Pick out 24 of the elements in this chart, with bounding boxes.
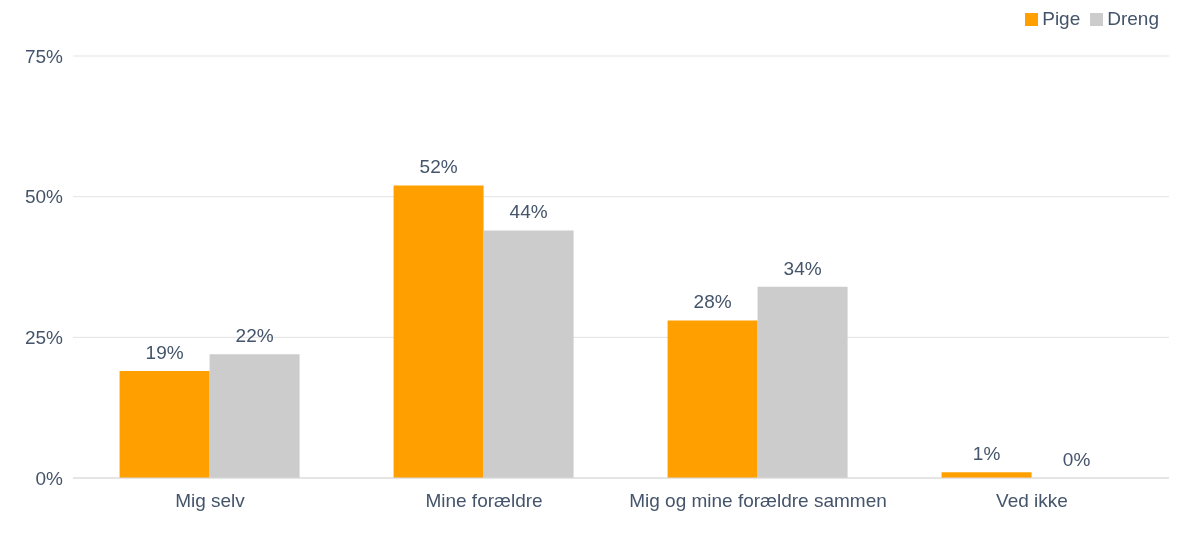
bar bbox=[209, 354, 300, 478]
data-label: 44% bbox=[509, 201, 548, 223]
x-tick-label: Mig selv bbox=[175, 490, 246, 512]
y-tick-label: 25% bbox=[24, 327, 64, 349]
data-label: 0% bbox=[1062, 448, 1091, 470]
y-tick-label: 75% bbox=[24, 45, 64, 67]
data-label: 34% bbox=[783, 257, 822, 279]
data-label: 19% bbox=[145, 342, 184, 364]
bar bbox=[757, 286, 848, 478]
legend-label: Pige bbox=[1042, 8, 1081, 29]
x-tick-label: Mine forældre bbox=[425, 490, 543, 512]
bar bbox=[483, 230, 574, 478]
data-label: 28% bbox=[693, 291, 732, 313]
bar bbox=[119, 371, 210, 478]
y-tick-label: 0% bbox=[35, 467, 64, 489]
bar bbox=[667, 320, 758, 478]
bar bbox=[393, 185, 484, 478]
legend-label: Dreng bbox=[1107, 8, 1159, 29]
data-label: 52% bbox=[419, 156, 458, 178]
x-tick-label: Ved ikke bbox=[996, 490, 1068, 512]
data-label: 1% bbox=[972, 443, 1001, 465]
x-tick-label: Mig og mine forældre sammen bbox=[629, 490, 887, 512]
data-label: 22% bbox=[235, 325, 274, 347]
y-tick-label: 50% bbox=[24, 186, 64, 208]
